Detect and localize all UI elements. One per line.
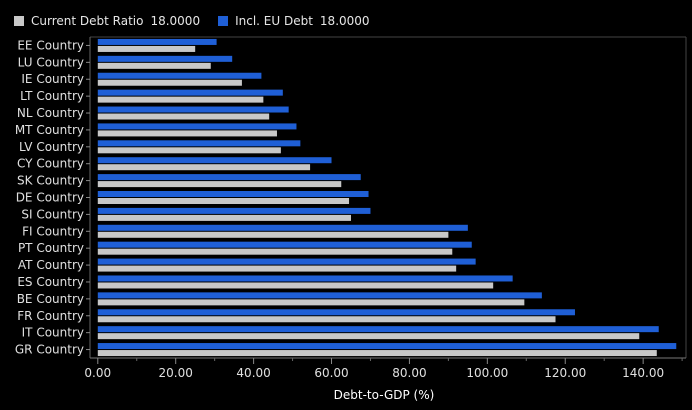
legend-value-current-debt: 18.0000 [150, 14, 201, 28]
x-tick-label-80: 80.00 [392, 366, 426, 380]
x-tick-label-20: 20.00 [159, 366, 193, 380]
bar-current-debt-mt-country [97, 130, 277, 137]
y-tick-label-fr-country: FR Country [17, 309, 84, 323]
y-tick-label-lt-country: LT Country [20, 89, 84, 103]
x-tick-label-140: 140.00 [622, 366, 664, 380]
bar-current-debt-fr-country [97, 316, 556, 323]
y-tick-label-ee-country: EE Country [17, 38, 84, 52]
bar-incl-eu-debt-lv-country [97, 140, 301, 147]
bar-incl-eu-debt-lu-country [97, 55, 233, 62]
y-tick-label-mt-country: MT Country [15, 123, 84, 137]
bar-incl-eu-debt-pt-country [97, 241, 472, 248]
y-tick-label-si-country: SI Country [21, 207, 84, 221]
y-tick-label-be-country: BE Country [17, 292, 84, 306]
bar-current-debt-sk-country [97, 181, 342, 188]
legend: Current Debt Ratio 18.0000 Incl. EU Debt… [14, 12, 388, 30]
bar-current-debt-fi-country [97, 231, 449, 238]
bar-current-debt-lv-country [97, 147, 281, 154]
legend-swatch-eu-debt [218, 16, 229, 26]
bar-incl-eu-debt-nl-country [97, 106, 289, 113]
bar-incl-eu-debt-es-country [97, 275, 513, 282]
bar-incl-eu-debt-fi-country [97, 224, 468, 231]
y-tick-label-gr-country: GR Country [15, 343, 84, 357]
y-tick-label-lv-country: LV Country [19, 140, 84, 154]
y-tick-label-cy-country: CY Country [17, 157, 84, 171]
bar-incl-eu-debt-si-country [97, 207, 371, 214]
x-tick-label-0: 0.00 [84, 366, 111, 380]
bar-incl-eu-debt-at-country [97, 258, 476, 265]
bar-current-debt-it-country [97, 333, 640, 340]
y-tick-label-lu-country: LU Country [18, 55, 84, 69]
x-tick-label-100: 100.00 [466, 366, 508, 380]
bar-incl-eu-debt-mt-country [97, 123, 297, 130]
y-tick-label-es-country: ES Country [17, 275, 84, 289]
bar-incl-eu-debt-fr-country [97, 309, 575, 316]
y-tick-label-fi-country: FI Country [22, 224, 84, 238]
bar-current-debt-nl-country [97, 113, 270, 120]
bar-current-debt-at-country [97, 265, 457, 272]
bar-incl-eu-debt-cy-country [97, 157, 332, 164]
bar-current-debt-si-country [97, 214, 351, 221]
legend-label-current-debt: Current Debt Ratio [31, 14, 144, 28]
legend-swatch-current-debt [14, 16, 24, 26]
bar-current-debt-lt-country [97, 96, 264, 103]
bar-current-debt-de-country [97, 198, 350, 204]
bar-incl-eu-debt-sk-country [97, 174, 361, 181]
bar-incl-eu-debt-gr-country [97, 343, 677, 350]
y-tick-label-sk-country: SK Country [17, 174, 84, 188]
bar-current-debt-es-country [97, 282, 494, 289]
y-tick-label-pt-country: PT Country [18, 241, 84, 255]
bar-incl-eu-debt-it-country [97, 326, 659, 333]
y-tick-label-de-country: DE Country [16, 191, 84, 205]
legend-item-current-debt[interactable]: Current Debt Ratio 18.0000 [14, 14, 200, 28]
x-tick-label-40: 40.00 [236, 366, 270, 380]
bar-current-debt-pt-country [97, 248, 453, 255]
x-tick-label-60: 60.00 [314, 366, 348, 380]
x-axis-title: Debt-to-GDP (%) [334, 388, 435, 402]
bar-current-debt-ee-country [97, 45, 196, 52]
bar-incl-eu-debt-ee-country [97, 38, 217, 45]
bar-current-debt-ie-country [97, 79, 242, 86]
bar-incl-eu-debt-be-country [97, 292, 542, 299]
y-tick-label-at-country: AT Country [18, 258, 84, 272]
bar-current-debt-cy-country [97, 164, 311, 171]
bar-incl-eu-debt-de-country [97, 191, 369, 197]
bar-current-debt-lu-country [97, 62, 211, 69]
bar-current-debt-gr-country [97, 350, 657, 357]
bar-current-debt-be-country [97, 299, 525, 306]
y-tick-label-nl-country: NL Country [17, 106, 84, 120]
bar-incl-eu-debt-lt-country [97, 89, 283, 96]
bar-incl-eu-debt-ie-country [97, 72, 262, 79]
y-tick-label-it-country: IT Country [22, 326, 84, 340]
legend-value-eu-debt: 18.0000 [319, 14, 370, 28]
legend-label-eu-debt: Incl. EU Debt [235, 14, 313, 28]
legend-item-eu-debt[interactable]: Incl. EU Debt 18.0000 [218, 14, 370, 28]
y-tick-label-ie-country: IE Country [21, 72, 84, 86]
x-tick-label-120: 120.00 [544, 366, 586, 380]
